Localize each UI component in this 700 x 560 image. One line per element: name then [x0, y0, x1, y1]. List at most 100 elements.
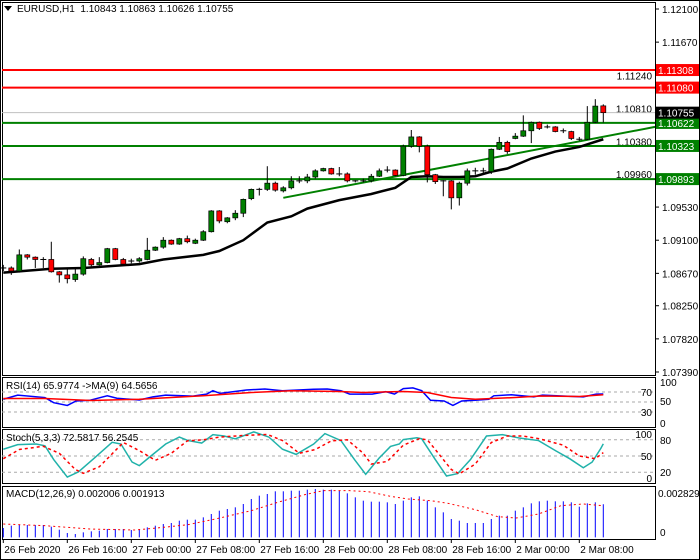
candle-body [112, 248, 119, 260]
price-tick-label: 1.12100 [662, 5, 699, 16]
candle-body [288, 180, 295, 189]
candle-body [432, 174, 439, 182]
candle-body [80, 258, 87, 275]
candle-body [528, 121, 535, 132]
candle [56, 271, 63, 283]
price-tick-label: 1.09530 [662, 203, 699, 214]
candle-body [232, 212, 239, 219]
candle [400, 144, 407, 177]
time-tick-label: 26 Feb 16:00 [68, 545, 127, 556]
resistance-price-tag: 1.11308 [658, 66, 694, 77]
rsi-tick-label: 50 [660, 397, 672, 408]
candle [224, 217, 231, 224]
rsi-signal-line [3, 389, 604, 402]
candle-body [160, 239, 167, 248]
candle-body [32, 256, 39, 260]
candle [472, 167, 479, 175]
candle [248, 188, 255, 201]
time-tick-label: 2 Mar 00:00 [516, 545, 570, 556]
candle-body [312, 170, 319, 178]
candle [576, 136, 583, 141]
candle-body [600, 105, 607, 114]
candle [600, 104, 607, 123]
candle-body [552, 126, 559, 132]
macd-signal-line [3, 490, 604, 531]
price-tick-label: 1.08670 [662, 269, 699, 280]
symbol-label: EURUSD,H1 [17, 4, 75, 15]
candle-body [120, 259, 127, 265]
candle [440, 180, 447, 197]
stoch-title: Stoch(5,3,3) 72.5817 56.2545 [6, 433, 139, 444]
stoch-tick-label: 80 [660, 436, 672, 447]
candle [256, 187, 263, 196]
candle [424, 144, 431, 183]
candle [8, 266, 15, 275]
candle-body [136, 258, 143, 262]
candle [280, 186, 287, 193]
candle-body [424, 145, 431, 176]
candle [312, 169, 319, 179]
last-price-tag-bg [656, 106, 699, 119]
candle-body [568, 131, 575, 139]
rsi-main-line [3, 387, 604, 407]
price-tick-label: 1.10810 [616, 104, 653, 115]
rsi-tick-label: 0 [660, 419, 666, 430]
candle-body [24, 254, 31, 258]
high-value: 1.10863 [119, 4, 156, 15]
candle [72, 267, 79, 282]
stoch-tick-label: 20 [660, 468, 672, 479]
stoch-signal-line [2, 433, 604, 475]
candle [168, 239, 175, 245]
candle [232, 210, 239, 221]
candle-body [368, 175, 375, 182]
candle-body [240, 199, 247, 214]
candle-body [16, 254, 23, 272]
candle-body [344, 173, 351, 182]
candle-body [488, 148, 495, 172]
candle [0, 264, 7, 272]
time-tick-label: 28 Feb 08:00 [388, 545, 447, 556]
candle [80, 256, 87, 276]
candle [464, 168, 471, 186]
candle-body [520, 130, 527, 137]
candle-body [176, 238, 183, 245]
candle-body [272, 182, 279, 191]
candle [128, 258, 135, 264]
candle [184, 235, 191, 244]
candle [568, 130, 575, 141]
candle-body [408, 136, 415, 147]
candle-body [72, 273, 79, 280]
candle [240, 198, 247, 218]
dropdown-triangle-icon[interactable] [4, 6, 12, 11]
candle [488, 148, 495, 174]
panel-frame-0 [2, 2, 656, 376]
candle [480, 167, 487, 174]
candle [144, 237, 151, 261]
candle-body [464, 170, 471, 184]
candle-body [392, 169, 399, 176]
candle [64, 267, 71, 284]
close-value: 1.10755 [197, 4, 234, 15]
macd-title: MACD(12,26,9) 0.002006 0.001913 [6, 489, 165, 500]
candle [496, 136, 503, 151]
price-tick-label: 1.09100 [662, 236, 699, 247]
candle [392, 169, 399, 177]
candle-body [376, 170, 383, 177]
candle [352, 180, 359, 183]
candle-body [456, 182, 463, 199]
stoch-tick-label: 0 [646, 474, 652, 485]
price-tick-label: 1.11240 [617, 71, 653, 82]
candle [328, 167, 335, 175]
candle [376, 168, 383, 178]
stoch-tick-label: 50 [641, 452, 653, 463]
candle [32, 256, 39, 268]
candle [200, 230, 207, 241]
candle [360, 178, 367, 183]
candle-body [168, 239, 175, 245]
time-tick-label: 2 Mar 08:00 [580, 545, 634, 556]
trendline [283, 125, 656, 199]
support-price-tag-bg [656, 173, 699, 186]
candle [504, 140, 511, 154]
